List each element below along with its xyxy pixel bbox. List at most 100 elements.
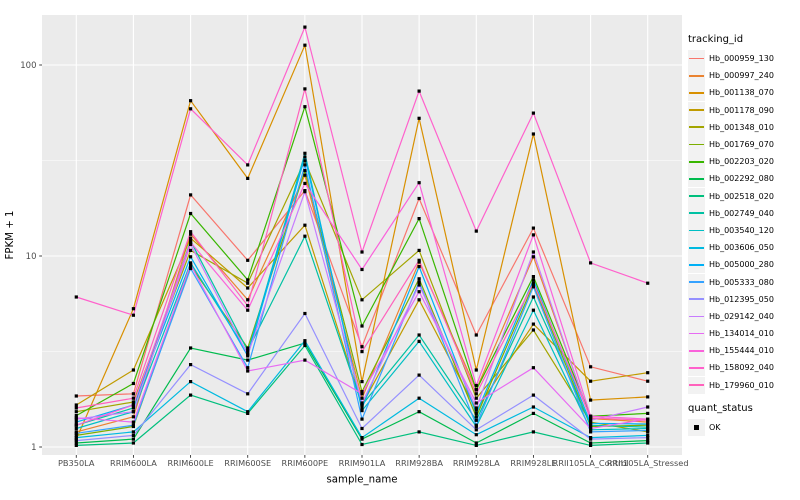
data-point (189, 380, 193, 384)
x-tick-label: RRIM600SE (224, 458, 271, 468)
data-point (360, 426, 364, 431)
data-point (474, 411, 478, 415)
data-point (303, 181, 307, 185)
legend-item-Hb_005000_280: Hb_005000_280 (688, 256, 774, 274)
x-tick-label: RRIM928BA (395, 458, 443, 468)
data-point (360, 442, 364, 447)
data-point (246, 286, 250, 290)
x-tick-label: RRIM928LA (453, 458, 500, 468)
data-point (360, 396, 364, 400)
x-tick-label: RRIM600PE (282, 458, 329, 468)
legend-title-tracking-id: tracking_id (688, 34, 744, 45)
data-point (417, 265, 421, 269)
data-point (189, 99, 193, 103)
data-point (360, 350, 364, 354)
data-point (417, 339, 421, 343)
data-point (303, 163, 307, 167)
data-point (74, 426, 78, 431)
data-point (189, 230, 193, 234)
data-point (589, 418, 593, 422)
data-point (531, 278, 535, 282)
data-point (74, 295, 78, 299)
x-tick-label: RRIM928LE (510, 458, 556, 468)
data-point (189, 393, 193, 397)
legend-key-line-icon (688, 170, 705, 188)
data-point (246, 304, 250, 308)
data-point (131, 368, 135, 372)
legend-item-label: Hb_029142_040 (709, 311, 774, 321)
data-point (131, 420, 135, 424)
legend-item-label: Hb_155444_010 (709, 346, 774, 356)
data-point (189, 211, 193, 216)
legend-item-label: Hb_012395_050 (709, 294, 774, 304)
data-point (417, 181, 421, 185)
data-point (474, 428, 478, 432)
data-point (303, 43, 307, 47)
data-point (246, 392, 250, 396)
data-point (360, 390, 364, 394)
data-point (589, 430, 593, 434)
data-point (360, 409, 364, 413)
data-point (303, 169, 307, 173)
data-point (417, 283, 421, 287)
data-point (74, 433, 78, 437)
data-point (246, 369, 250, 373)
data-point (189, 255, 193, 259)
legend-key-line-icon (688, 325, 705, 343)
legend-item-label: Hb_001769_070 (709, 140, 774, 150)
data-point (360, 406, 364, 410)
data-point (189, 193, 193, 197)
data-point (74, 431, 78, 435)
x-tick-label: PB350LA (58, 458, 95, 468)
data-point (74, 416, 78, 420)
data-point (303, 105, 307, 109)
data-point (360, 403, 364, 407)
black-square-point-icon (688, 418, 705, 436)
legend-item-label: Hb_003606_050 (709, 243, 774, 253)
data-point (474, 333, 478, 337)
legend-item-Hb_002203_020: Hb_002203_020 (688, 153, 774, 171)
legend-item-Hb_158092_040: Hb_158092_040 (688, 359, 774, 377)
legend-title-quant-status: quant_status (688, 402, 753, 414)
data-point (646, 439, 650, 443)
legend-item-label: Hb_002518_020 (709, 191, 774, 201)
legend-key-line-icon (688, 307, 705, 325)
data-point (246, 346, 250, 350)
data-point (474, 418, 478, 422)
data-point (646, 420, 650, 424)
legend-item-Hb_179960_010: Hb_179960_010 (688, 376, 774, 394)
data-point (131, 313, 135, 317)
data-point (589, 365, 593, 369)
data-point (131, 437, 135, 441)
data-point (474, 443, 478, 447)
legend-item-Hb_029142_040: Hb_029142_040 (688, 307, 774, 325)
data-point (74, 394, 78, 398)
data-point (246, 308, 250, 312)
data-point (303, 234, 307, 238)
data-point (531, 285, 535, 289)
data-point (531, 111, 535, 115)
data-point (189, 266, 193, 271)
data-point (303, 343, 307, 348)
data-point (531, 255, 535, 259)
data-point (131, 403, 135, 407)
data-point (360, 250, 364, 254)
data-point (531, 250, 535, 254)
legend-item-Hb_001178_090: Hb_001178_090 (688, 101, 774, 119)
data-point (531, 393, 535, 397)
data-point (589, 423, 593, 427)
data-point (417, 396, 421, 400)
legend-item-Hb_003606_050: Hb_003606_050 (688, 239, 774, 257)
data-point (360, 345, 364, 349)
data-point (474, 383, 478, 388)
legend-item-Hb_000959_130: Hb_000959_130 (688, 50, 774, 68)
data-point (474, 229, 478, 233)
data-point (531, 281, 535, 285)
data-point (646, 411, 650, 415)
data-point (246, 176, 250, 180)
data-point (646, 426, 650, 431)
data-point (646, 405, 650, 409)
legend-item-label: Hb_001178_090 (709, 105, 774, 115)
data-point (360, 436, 364, 440)
data-point (589, 443, 593, 447)
